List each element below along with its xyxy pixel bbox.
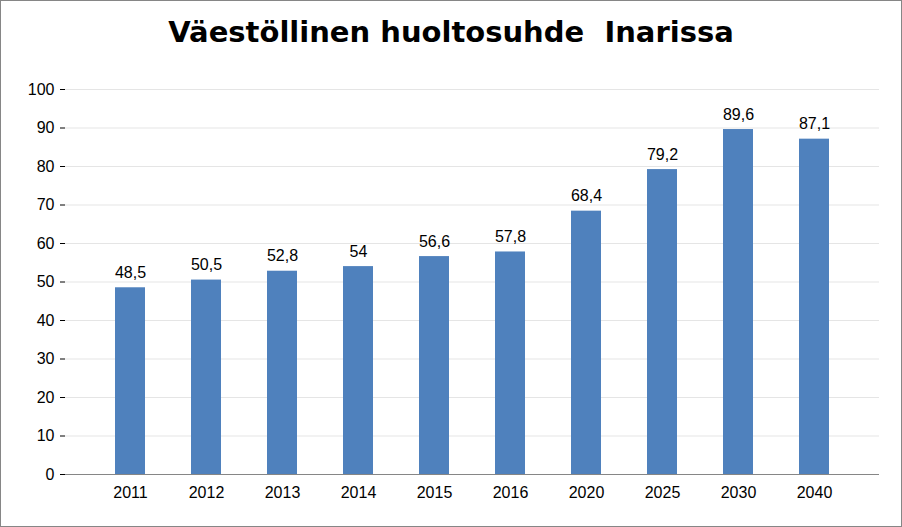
svg-text:0: 0	[46, 466, 55, 483]
svg-text:2012: 2012	[189, 484, 225, 501]
svg-text:2020: 2020	[569, 484, 605, 501]
svg-text:30: 30	[37, 350, 55, 367]
svg-text:56,6: 56,6	[419, 233, 450, 250]
svg-text:2011: 2011	[113, 484, 148, 501]
html-text:Väestöllinen huoltosuhde Inari: Väestöllinen huoltosuhde Inarissa	[168, 15, 734, 49]
svg-text:2030: 2030	[721, 484, 757, 501]
svg-text:89,6: 89,6	[723, 106, 754, 123]
svg-text:54: 54	[350, 243, 368, 260]
svg-text:79,2: 79,2	[647, 146, 678, 163]
svg-text:80: 80	[37, 158, 55, 175]
svg-text:90: 90	[37, 119, 55, 136]
svg-text:70: 70	[37, 196, 55, 213]
svg-text:40: 40	[37, 312, 55, 329]
svg-text:2040: 2040	[797, 484, 833, 501]
svg-text:2013: 2013	[265, 484, 301, 501]
svg-text:60: 60	[37, 235, 55, 252]
svg-text:48,5: 48,5	[115, 264, 146, 281]
svg-text:2015: 2015	[417, 484, 453, 501]
svg-text:57,8: 57,8	[495, 228, 526, 245]
svg-text:10: 10	[37, 427, 55, 444]
svg-text:2016: 2016	[493, 484, 529, 501]
svg-text:50,5: 50,5	[191, 256, 222, 273]
svg-text:2014: 2014	[341, 484, 377, 501]
svg-text:20: 20	[37, 389, 55, 406]
svg-text:50: 50	[37, 273, 55, 290]
svg-text:2025: 2025	[645, 484, 681, 501]
svg-text:52,8: 52,8	[267, 247, 298, 264]
svg-text:87,1: 87,1	[799, 115, 830, 132]
svg-text:68,4: 68,4	[571, 187, 602, 204]
svg-text:100: 100	[28, 81, 55, 98]
